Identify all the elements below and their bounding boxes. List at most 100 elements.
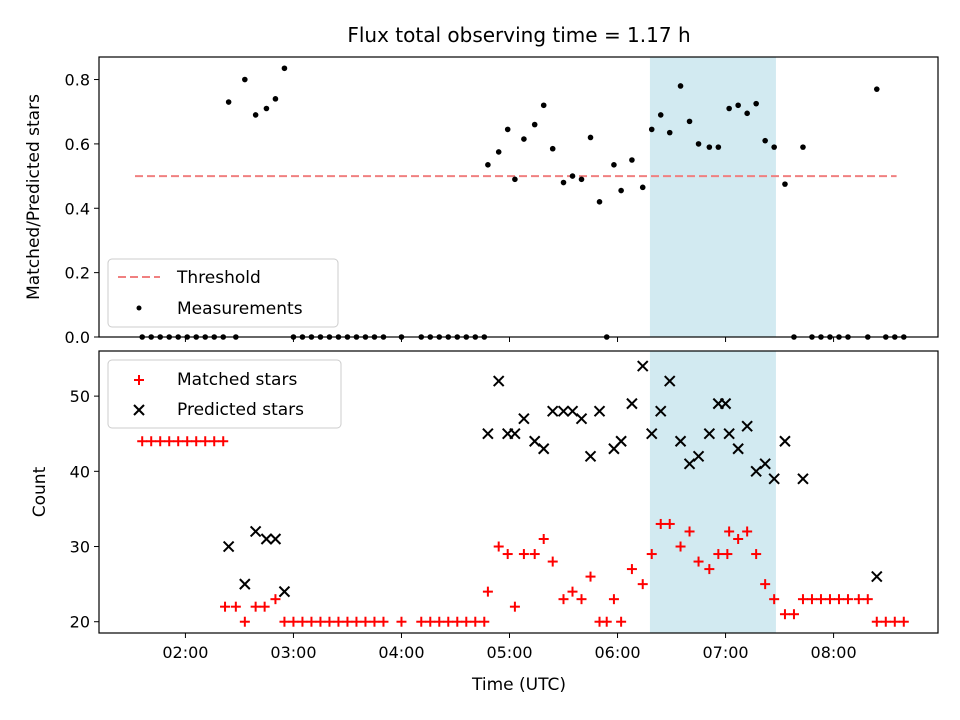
matched-point [608, 594, 619, 605]
legend-x-marker [133, 404, 145, 416]
x-marker-b [732, 443, 744, 455]
matched-point [806, 594, 817, 605]
legend-predicted-label: Predicted stars [177, 400, 304, 420]
bottom-legend: Matched stars Predicted stars [107, 359, 342, 429]
matched-point [616, 616, 627, 627]
x-marker-b [482, 428, 494, 440]
x-marker-b [518, 412, 530, 425]
top-y-tick-label: 0.8 [65, 71, 90, 90]
measurement-point [569, 173, 576, 179]
matched-point [173, 436, 184, 447]
predicted-point [528, 435, 541, 447]
x-marker-b [646, 428, 658, 440]
matched-point [769, 594, 780, 605]
matched-point [760, 579, 771, 590]
matched-point [693, 556, 704, 567]
predicted-point [593, 405, 606, 417]
matched-point [779, 609, 790, 620]
measurement-point [648, 126, 655, 133]
predicted-point [750, 465, 762, 478]
bottom-y-axis-label: Count [30, 466, 50, 517]
matched-point [279, 616, 290, 627]
x-marker-b [674, 435, 687, 447]
x-marker-b [593, 405, 606, 417]
matched-point [137, 436, 148, 447]
predicted-point [779, 435, 791, 447]
measurement-point [611, 162, 617, 168]
measurement-point [596, 199, 603, 205]
x-marker-b [797, 473, 809, 485]
predicted-point [260, 533, 273, 545]
matched-point [164, 436, 175, 447]
matched-point [853, 594, 864, 605]
measurement-point [512, 176, 518, 183]
measurement-point [281, 65, 288, 72]
matched-point [751, 549, 762, 560]
predicted-point [557, 405, 570, 417]
matched-point [396, 616, 407, 627]
x-marker-b [509, 428, 521, 440]
measurement-point [726, 105, 732, 112]
matched-point [722, 549, 733, 560]
x-marker-b [547, 405, 559, 417]
matched-point [684, 526, 695, 537]
matched-point [788, 609, 799, 620]
measurement-point [677, 83, 684, 89]
matched-point [360, 616, 371, 627]
matched-point [637, 579, 648, 590]
x-marker-b [278, 585, 291, 598]
predicted-point [719, 397, 732, 410]
matched-point [470, 616, 481, 627]
predicted-point [871, 570, 883, 583]
measurement-point [873, 86, 880, 92]
predicted-point [646, 428, 658, 440]
matched-point [452, 616, 463, 627]
matched-point [547, 556, 558, 567]
predicted-point [655, 405, 667, 417]
top-x-tick-marks [184, 337, 835, 342]
bottom-legend-box [107, 359, 342, 429]
matched-point [434, 616, 445, 627]
predicted-point [492, 375, 505, 387]
matched-point [797, 594, 808, 605]
bottom-x-tick-label: 08:00 [811, 643, 857, 662]
measurement-point [263, 105, 270, 112]
x-marker-b [779, 435, 791, 447]
x-marker-b [260, 533, 273, 545]
legend-plus-marker [134, 375, 144, 385]
matched-point [518, 549, 529, 560]
measurement-point [666, 129, 673, 136]
matched-point [704, 564, 715, 575]
x-marker-b [249, 525, 262, 538]
measurement-point [252, 112, 259, 118]
predicted-point [278, 585, 291, 598]
matched-point [815, 594, 826, 605]
predicted-point [732, 443, 744, 455]
predicted-point [537, 443, 550, 455]
measurement-point [706, 144, 713, 150]
measurement-point [521, 136, 527, 142]
matched-point [230, 601, 241, 612]
matched-point [675, 541, 686, 552]
x-marker-b [557, 405, 570, 417]
x-marker-b [626, 397, 638, 410]
predicted-point [703, 428, 716, 440]
matched-point [733, 534, 744, 544]
matched-point [146, 436, 157, 447]
matched-point [742, 526, 753, 537]
matched-point [824, 594, 835, 605]
measurement-point [578, 176, 585, 183]
measurements-points [139, 65, 907, 340]
matched-point [889, 616, 900, 627]
measurement-point [531, 121, 538, 128]
bottom-x-tick-label: 06:00 [594, 643, 640, 662]
matched-point [288, 616, 299, 627]
matched-point [601, 616, 612, 627]
x-marker-b [723, 428, 735, 440]
matched-point [369, 616, 380, 627]
top-y-tick-label: 0.0 [65, 328, 90, 347]
matched-point [191, 436, 202, 447]
matched-point [351, 616, 362, 627]
measurement-point [504, 126, 511, 133]
top-y-tick-label: 0.2 [65, 264, 90, 283]
